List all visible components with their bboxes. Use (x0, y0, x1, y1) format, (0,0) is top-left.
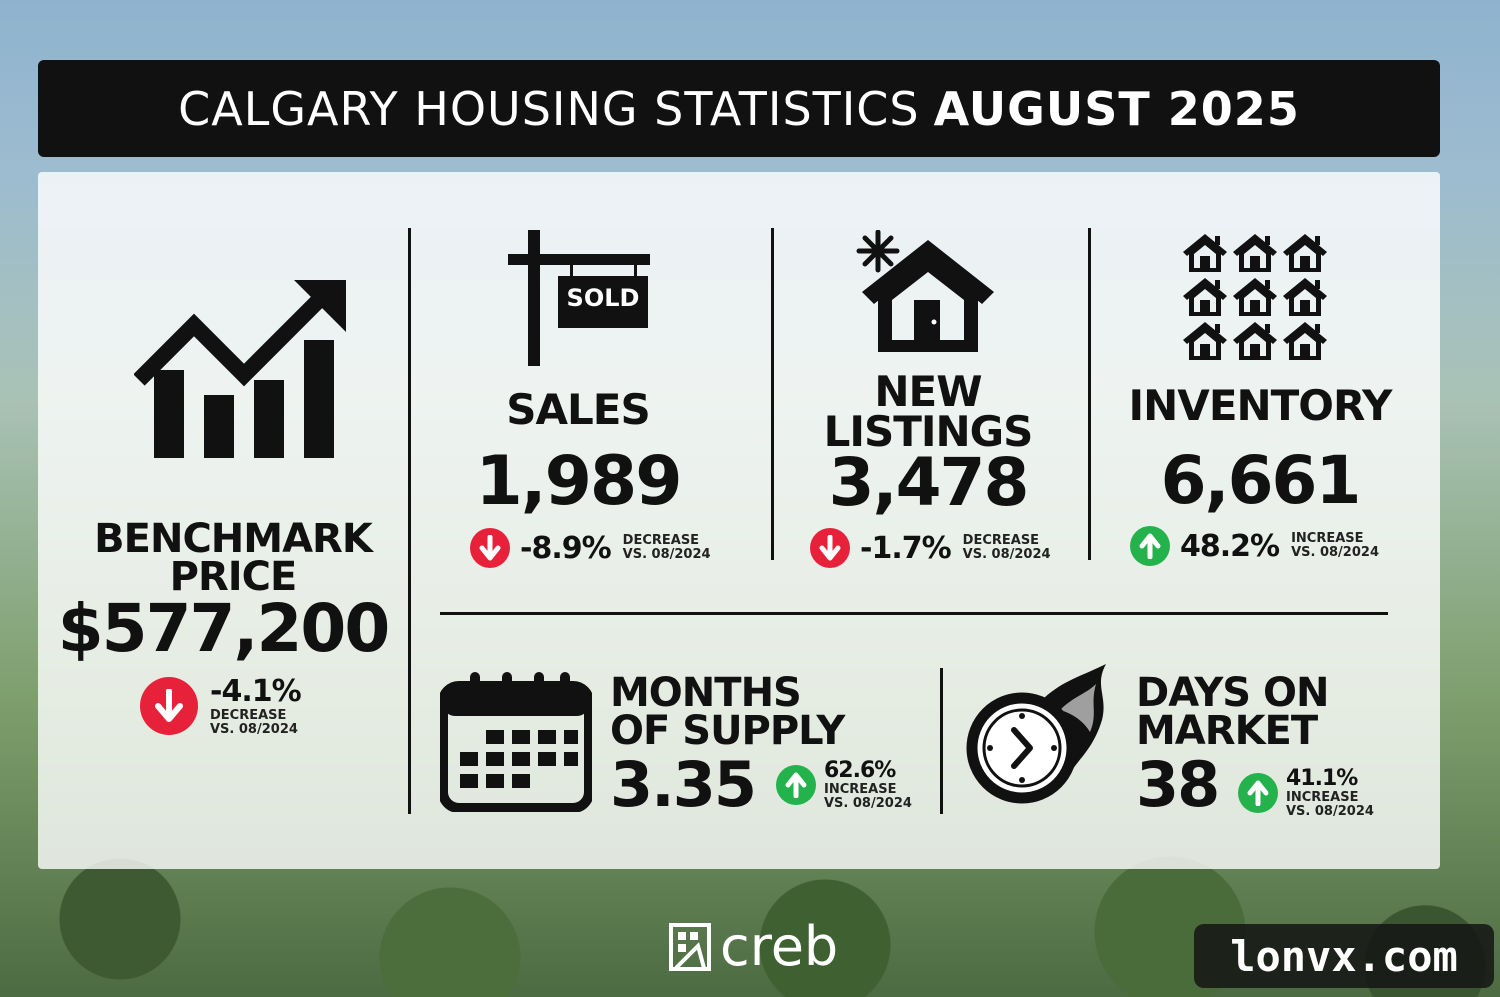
increase-arrow-icon (776, 764, 816, 805)
months-supply-label-line1: MONTHS (610, 670, 802, 716)
growth-chart-icon (134, 280, 346, 458)
sales-direction: DECREASE (622, 532, 700, 548)
months-supply-change: 62.6% INCREASE VS. 08/2024 (776, 758, 912, 812)
inventory-change-note: INCREASE VS. 08/2024 (1291, 530, 1379, 561)
days-market-icon (964, 660, 1112, 806)
months-supply-comparison: VS. 08/2024 (824, 796, 912, 812)
days-market-label-line2: MARKET (1136, 708, 1318, 754)
benchmark-change-value: -4.1% (210, 674, 302, 709)
months-supply-change-note: INCREASE VS. 08/2024 (824, 782, 912, 812)
months-supply-change-value: 62.6% (824, 758, 896, 783)
days-market-direction: INCREASE (1286, 790, 1359, 805)
new-house-icon (856, 230, 994, 352)
new-listings-change-note: DECREASE VS. 08/2024 (962, 532, 1051, 563)
decrease-arrow-icon (140, 676, 198, 735)
new-listings-change: -1.7% DECREASE VS. 08/2024 (810, 528, 1051, 568)
months-supply-direction: INCREASE (824, 782, 897, 797)
new-listings-comparison: VS. 08/2024 (962, 547, 1051, 562)
divider-vertical-1 (408, 228, 411, 814)
increase-arrow-icon (1130, 526, 1170, 566)
days-market-change: 41.1% INCREASE VS. 08/2024 (1238, 766, 1374, 820)
creb-logo-icon (669, 922, 711, 971)
new-listings-value: 3,478 (828, 444, 1030, 521)
benchmark-change-note: DECREASE VS. 08/2024 (210, 708, 301, 738)
benchmark-value: $577,200 (57, 590, 391, 667)
benchmark-comparison: VS. 08/2024 (210, 722, 298, 738)
days-market-change-value: 41.1% (1286, 766, 1358, 791)
sales-comparison: VS. 08/2024 (622, 547, 711, 562)
stats-panel: BENCHMARK PRICE $577,200 -4.1% DECREASE … (38, 172, 1440, 869)
benchmark-label-line2: PRICE (169, 554, 298, 600)
inventory-value: 6,661 (1160, 442, 1362, 519)
inventory-icon (1182, 232, 1328, 362)
calendar-icon (440, 672, 592, 812)
days-market-comparison: VS. 08/2024 (1286, 804, 1374, 820)
sales-change-note: DECREASE VS. 08/2024 (622, 532, 711, 563)
divider-horizontal (440, 612, 1388, 615)
page-title: CALGARY HOUSING STATISTICS AUGUST 2025 (38, 60, 1440, 157)
divider-vertical-2 (771, 228, 774, 560)
benchmark-label: BENCHMARK PRICE (58, 516, 408, 600)
decrease-arrow-icon (810, 528, 850, 568)
increase-arrow-icon (1238, 772, 1278, 813)
benchmark-label-line1: BENCHMARK (94, 516, 373, 562)
sales-change-value: -8.9% (520, 530, 612, 566)
new-listings-change-value: -1.7% (860, 530, 952, 566)
decrease-arrow-icon (470, 528, 510, 568)
inventory-change-value: 48.2% (1180, 528, 1280, 564)
sold-sign-icon (508, 230, 650, 366)
months-supply-label: MONTHS OF SUPPLY (610, 670, 845, 754)
sales-change: -8.9% DECREASE VS. 08/2024 (470, 528, 711, 568)
inventory-comparison: VS. 08/2024 (1291, 545, 1379, 560)
months-supply-value: 3.35 (610, 748, 757, 821)
sales-icon: SOLD (508, 230, 650, 366)
creb-logo: creb (668, 915, 838, 978)
new-listings-icon (856, 230, 996, 354)
months-supply-label-line2: OF SUPPLY (610, 708, 845, 754)
divider-vertical-4 (940, 668, 943, 814)
houses-grid-icon (1183, 234, 1327, 360)
fast-clock-icon (966, 664, 1106, 804)
divider-vertical-3 (1088, 228, 1091, 560)
benchmark-change: -4.1% DECREASE VS. 08/2024 (140, 674, 302, 738)
inventory-direction: INCREASE (1291, 530, 1364, 546)
inventory-label: INVENTORY (1128, 381, 1393, 430)
days-market-label: DAYS ON MARKET (1136, 670, 1330, 754)
sales-label: SALES (506, 385, 650, 434)
benchmark-icon (134, 280, 348, 460)
days-market-value: 38 (1136, 748, 1220, 821)
sold-sign-text: SOLD (566, 284, 640, 312)
new-listings-label-line1: NEW (874, 367, 982, 416)
months-supply-icon (440, 670, 592, 812)
inventory-change: 48.2% INCREASE VS. 08/2024 (1130, 526, 1379, 566)
creb-logo-text: creb (720, 915, 839, 978)
title-main: CALGARY HOUSING STATISTICS (178, 81, 920, 136)
days-market-label-line1: DAYS ON (1136, 670, 1330, 716)
new-listings-label: NEW LISTINGS (788, 367, 1068, 456)
benchmark-direction: DECREASE (210, 708, 287, 723)
new-listings-direction: DECREASE (962, 532, 1040, 548)
title-date: AUGUST 2025 (933, 81, 1300, 136)
new-listings-label-line2: LISTINGS (823, 406, 1034, 456)
days-market-change-note: INCREASE VS. 08/2024 (1286, 790, 1374, 820)
watermark: lonvx.com (1194, 924, 1494, 988)
sales-value: 1,989 (475, 442, 682, 521)
